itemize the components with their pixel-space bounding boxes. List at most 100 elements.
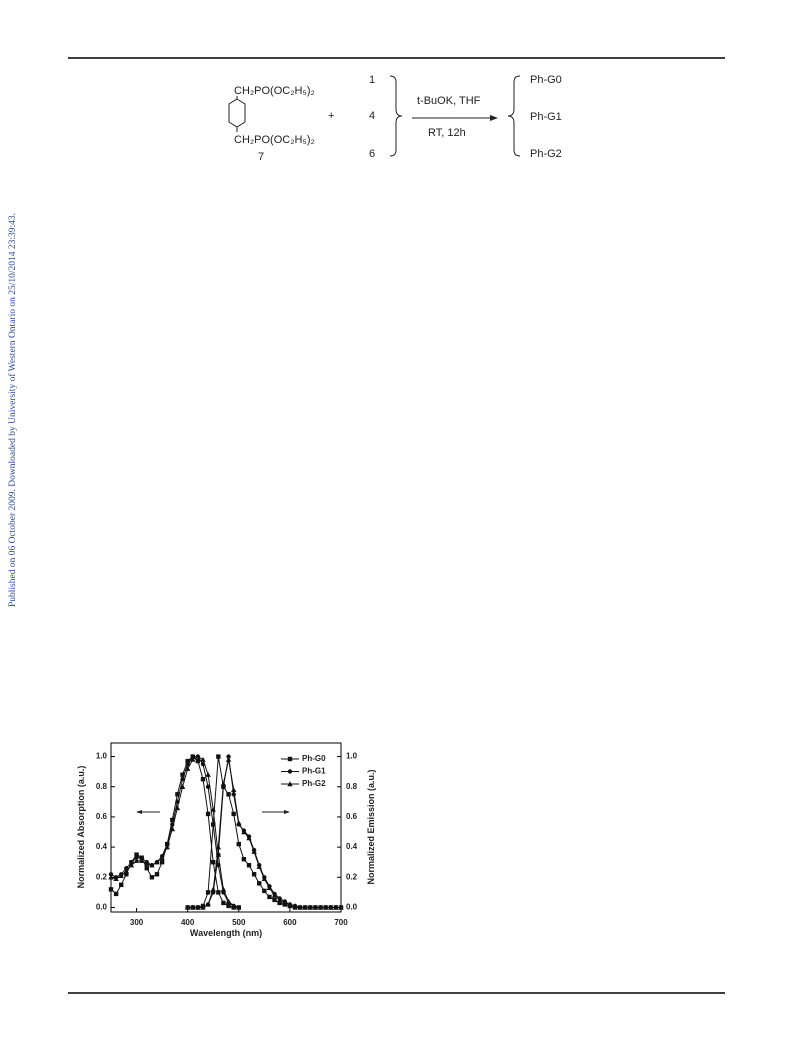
marker [149, 862, 155, 868]
reagent-formula: CH₂PO(OC₂H₅)₂ [234, 134, 315, 146]
marker [251, 872, 257, 877]
marker [119, 882, 124, 888]
marker [159, 860, 165, 865]
marker [246, 835, 252, 841]
marker [236, 820, 242, 826]
marker [180, 777, 185, 782]
marker [297, 904, 303, 910]
product: Ph-G1 [530, 111, 562, 123]
marker [211, 860, 216, 865]
marker [179, 784, 186, 789]
y-tick-label: 0.2 [96, 872, 108, 881]
marker [287, 901, 293, 907]
marker [266, 885, 273, 891]
marker [134, 852, 139, 857]
conditions: RT, 12h [428, 127, 466, 139]
conditions: t-BuOK, THF [417, 95, 481, 107]
marker [205, 771, 211, 777]
marker [241, 829, 247, 835]
marker [195, 753, 201, 759]
y2-tick-label: 1.0 [346, 752, 358, 761]
marker [276, 897, 283, 903]
marker [185, 758, 190, 764]
y2-tick-label: 0.2 [346, 872, 358, 881]
marker [108, 887, 114, 892]
reagent-number: 7 [258, 151, 264, 163]
marker [231, 811, 236, 817]
marker [220, 781, 227, 786]
product: Ph-G2 [530, 148, 562, 160]
aldehyde: 4 [369, 110, 375, 122]
marker [210, 886, 216, 892]
y2-tick-label: 0.4 [346, 842, 358, 851]
marker [225, 756, 232, 762]
marker [205, 890, 211, 895]
marker [272, 897, 277, 903]
y-tick-label: 0.4 [96, 842, 108, 851]
marker [216, 754, 221, 759]
marker [216, 890, 221, 895]
marker [200, 904, 206, 910]
marker [241, 856, 247, 862]
arrow-head [490, 115, 498, 121]
aldehyde: 6 [369, 148, 375, 160]
marker [246, 863, 252, 868]
marker [144, 861, 150, 866]
y-tick-label: 1.0 [96, 752, 108, 761]
marker [133, 857, 140, 863]
marker [226, 903, 231, 909]
marker [220, 886, 227, 892]
aldehyde: 1 [369, 74, 375, 86]
marker [184, 765, 191, 771]
marker [164, 844, 170, 850]
watermark: Published on 06 October 2009. Downloaded… [7, 213, 18, 607]
marker [205, 901, 211, 907]
marker [236, 904, 242, 910]
scheme: CH₂PO(OC₂H₅)₂ CH₂PO(OC₂H₅)₂ 7 + 1 4 6 t-… [228, 74, 562, 163]
marker [139, 855, 144, 860]
marker [190, 756, 196, 762]
legend-marker [287, 756, 293, 762]
chart: Wavelength (nm) Normalized Absorption (a… [76, 742, 376, 938]
marker [230, 787, 237, 792]
y-axis-label: Normalized Absorption (a.u.) [76, 766, 86, 889]
marker [271, 892, 278, 898]
y-tick-label: 0.8 [96, 782, 108, 791]
marker [113, 876, 119, 882]
marker [292, 903, 298, 909]
benzene-ring [228, 98, 246, 128]
marker [261, 876, 268, 882]
marker [113, 891, 119, 897]
marker [317, 904, 324, 910]
marker [154, 859, 160, 865]
marker [333, 904, 339, 910]
y2-tick-label: 0.8 [346, 782, 358, 791]
marker [149, 875, 155, 880]
product: Ph-G0 [530, 74, 562, 86]
arrow-head [136, 810, 142, 814]
marker [154, 872, 160, 877]
y2-tick-label: 0.6 [346, 812, 358, 821]
brace [507, 75, 521, 157]
marker [307, 904, 314, 910]
marker [180, 772, 185, 777]
marker [302, 904, 308, 910]
marker [128, 862, 135, 868]
marker [282, 900, 288, 906]
marker [226, 792, 231, 797]
x-tick-label: 700 [334, 918, 348, 927]
marker [118, 873, 124, 878]
marker [256, 864, 262, 869]
y2-axis-label: Normalized Emission (a.u.) [366, 769, 376, 884]
marker [338, 904, 344, 910]
marker [195, 904, 201, 910]
marker [205, 811, 211, 817]
x-tick-label: 500 [232, 918, 246, 927]
marker [225, 898, 232, 904]
legend-label: Ph-G2 [302, 779, 326, 788]
marker [200, 777, 206, 782]
marker [328, 904, 334, 910]
marker [312, 904, 319, 910]
marker [123, 868, 130, 874]
